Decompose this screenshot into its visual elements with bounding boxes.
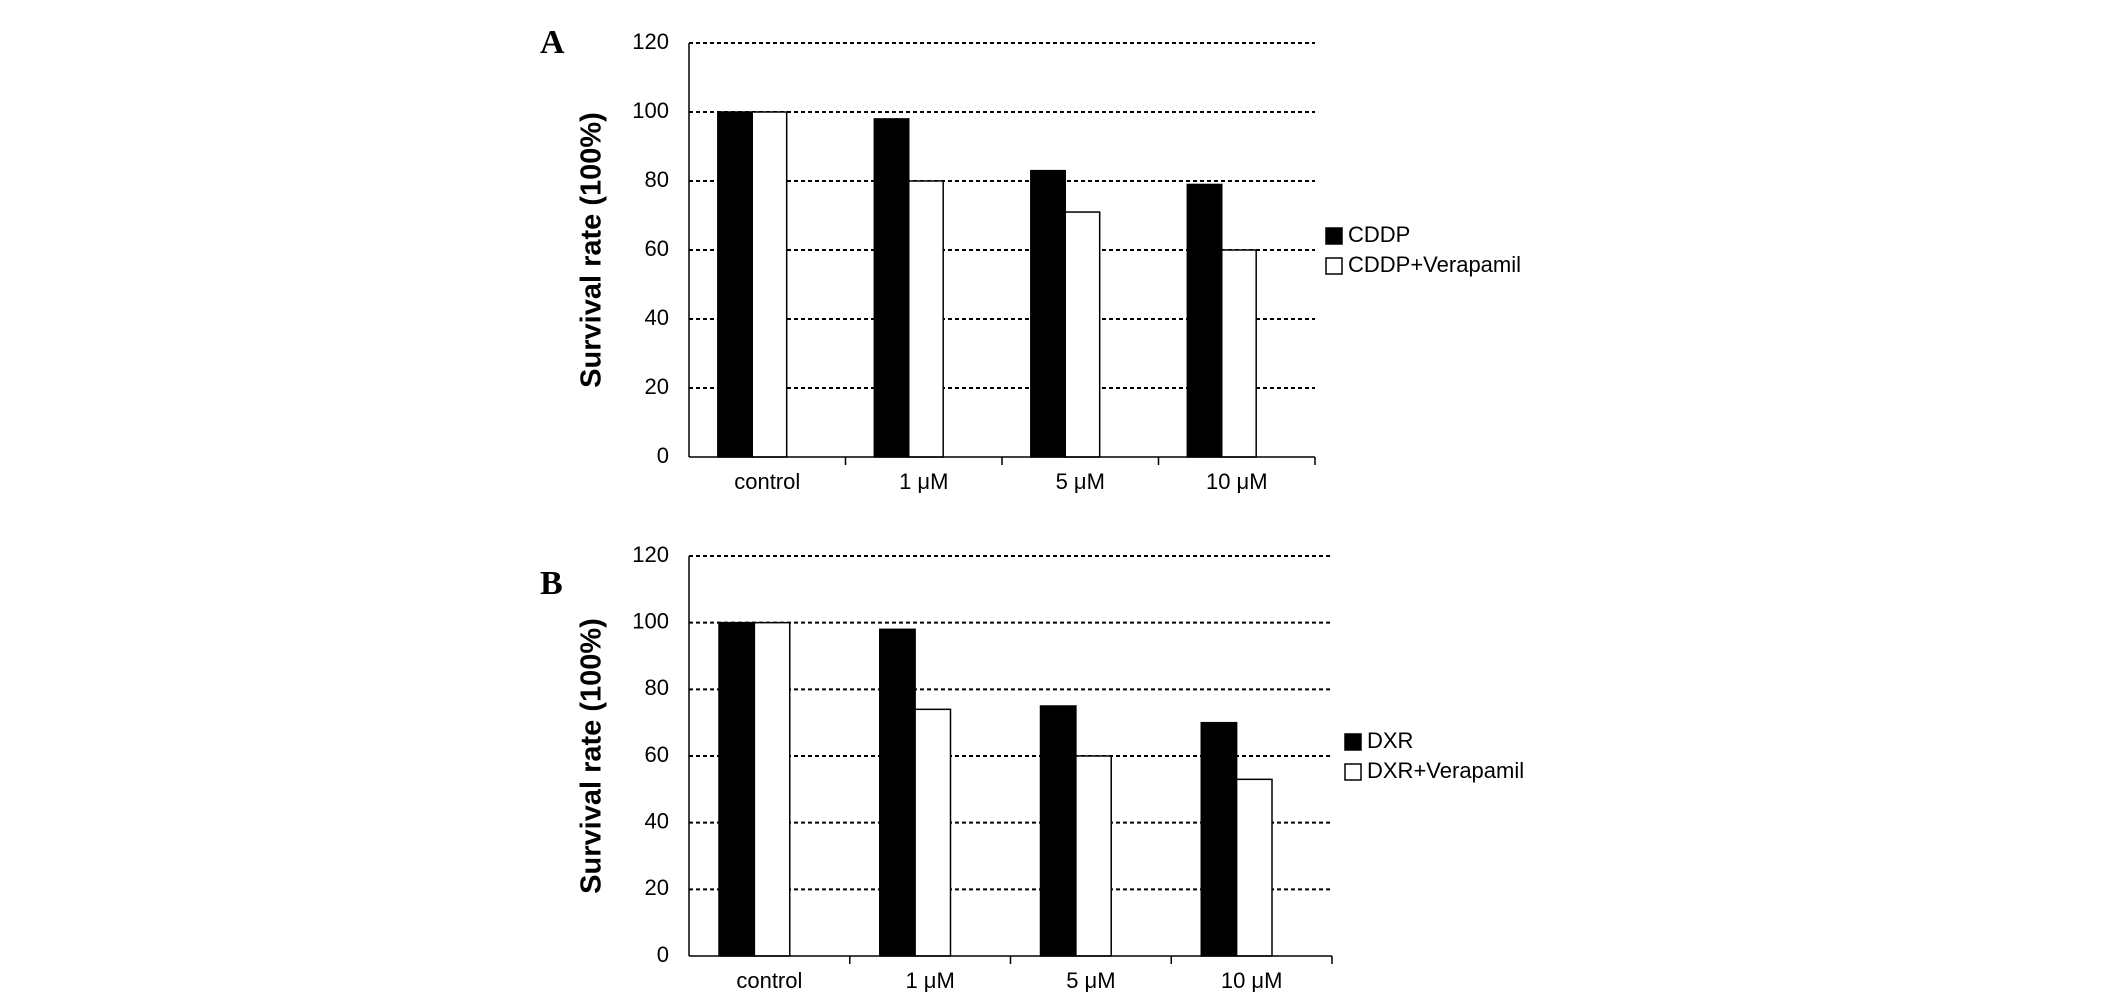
bar (1235, 778, 1273, 957)
x-tick-label: 10 μM (1221, 968, 1283, 993)
legend-label: CDDP+Verapamil (1348, 252, 1521, 277)
x-tick-label: 5 μM (1066, 968, 1115, 993)
legend-swatch (1325, 227, 1343, 245)
bar (914, 708, 952, 957)
bar (1039, 705, 1077, 957)
y-tick-label: 120 (632, 29, 669, 54)
panel-label: A (540, 24, 565, 61)
bar (873, 118, 910, 458)
y-tick-label: 40 (645, 305, 669, 330)
bar (717, 111, 754, 458)
legend-swatch (1344, 733, 1362, 751)
x-tick-label: control (736, 968, 802, 993)
bar (718, 621, 756, 957)
legend-swatch (1325, 257, 1343, 275)
bar (1186, 183, 1223, 458)
y-tick-label: 120 (632, 542, 669, 567)
bar (1200, 721, 1238, 957)
y-tick-label: 60 (645, 742, 669, 767)
y-tick-label: 20 (645, 374, 669, 399)
bar (1221, 249, 1257, 458)
legend-label: DXR+Verapamil (1367, 758, 1524, 783)
x-tick-label: 10 μM (1206, 469, 1268, 494)
y-tick-label: 80 (645, 167, 669, 192)
y-tick-label: 100 (632, 98, 669, 123)
y-axis-title: Survival rate (100%) (576, 112, 608, 388)
y-tick-label: 40 (645, 808, 669, 833)
y-tick-label: 80 (645, 675, 669, 700)
bar (1064, 211, 1101, 458)
y-tick-label: 0 (657, 942, 669, 967)
bar (908, 180, 944, 458)
panel-label: B (540, 565, 563, 602)
y-tick-label: 20 (645, 875, 669, 900)
x-tick-label: 1 μM (899, 469, 948, 494)
y-axis-title: Survival rate (100%) (576, 618, 608, 894)
x-tick-label: control (734, 469, 800, 494)
bar (753, 621, 791, 957)
y-tick-label: 60 (645, 236, 669, 261)
y-tick-label: 0 (657, 443, 669, 468)
bar (879, 628, 916, 957)
bar (751, 111, 788, 458)
legend-swatch (1344, 763, 1362, 781)
x-tick-label: 1 μM (905, 968, 954, 993)
bar (1030, 169, 1066, 458)
legend-label: CDDP (1348, 222, 1410, 247)
y-tick-label: 100 (632, 608, 669, 633)
bar (1075, 755, 1112, 957)
x-tick-label: 5 μM (1056, 469, 1105, 494)
legend-label: DXR (1367, 728, 1413, 753)
